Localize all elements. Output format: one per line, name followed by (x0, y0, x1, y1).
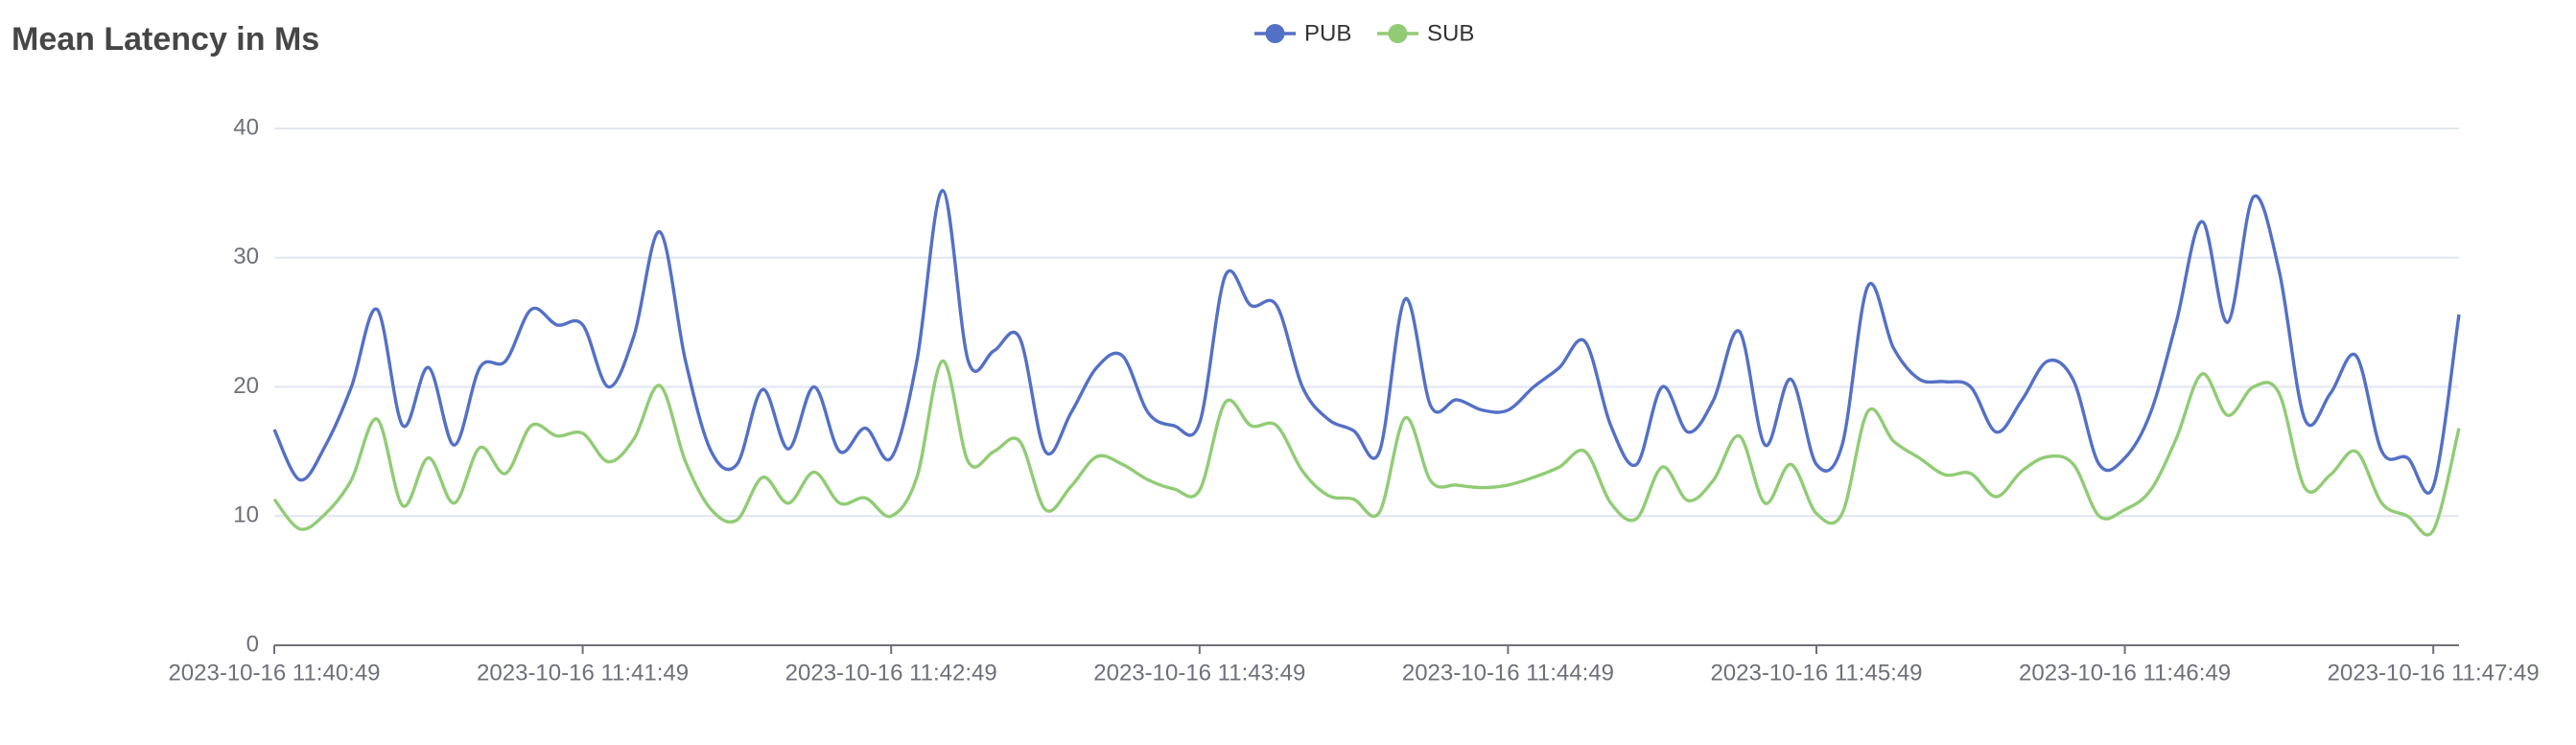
x-tick-label: 2023-10-16 11:43:49 (1093, 660, 1305, 686)
x-tick-label: 2023-10-16 11:42:49 (785, 660, 997, 686)
chart-title: Mean Latency in Ms (12, 21, 319, 58)
legend-marker (1388, 24, 1408, 43)
x-tick-label: 2023-10-16 11:45:49 (1710, 660, 1922, 686)
y-tick-label: 10 (233, 502, 259, 528)
line-series (272, 359, 2461, 537)
line-series (272, 188, 2461, 496)
x-tick-label: 2023-10-16 11:41:49 (477, 660, 689, 686)
x-tick-label: 2023-10-16 11:40:49 (168, 660, 380, 686)
y-tick-label: 40 (233, 114, 259, 140)
legend-label: SUB (1427, 20, 1474, 46)
legend-marker (1265, 24, 1285, 43)
y-tick-label: 20 (233, 373, 259, 399)
x-tick-label: 2023-10-16 11:44:49 (1402, 660, 1614, 686)
y-tick-label: 0 (246, 631, 259, 657)
x-tick-label: 2023-10-16 11:46:49 (2019, 660, 2231, 686)
x-tick-label: 2023-10-16 11:47:49 (2328, 660, 2540, 686)
y-tick-label: 30 (233, 244, 259, 269)
legend-label: PUB (1304, 20, 1351, 46)
